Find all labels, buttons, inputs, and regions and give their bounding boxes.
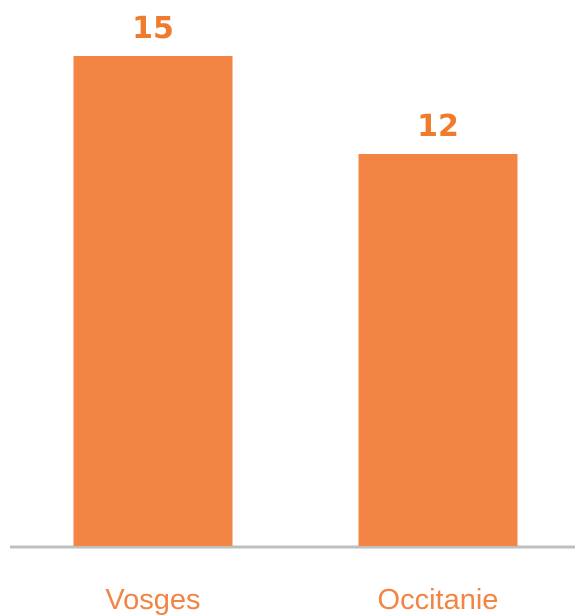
category-label-vosges: Vosges bbox=[105, 584, 200, 616]
value-label-vosges: 15 bbox=[132, 11, 174, 46]
category-label-occitanie: Occitanie bbox=[378, 584, 499, 616]
bar-vosges bbox=[73, 56, 233, 546]
value-label-occitanie: 12 bbox=[417, 109, 459, 144]
bar-occitanie bbox=[358, 154, 518, 546]
bars-group bbox=[73, 56, 518, 546]
category-labels-group: Vosges Occitanie bbox=[105, 584, 498, 616]
